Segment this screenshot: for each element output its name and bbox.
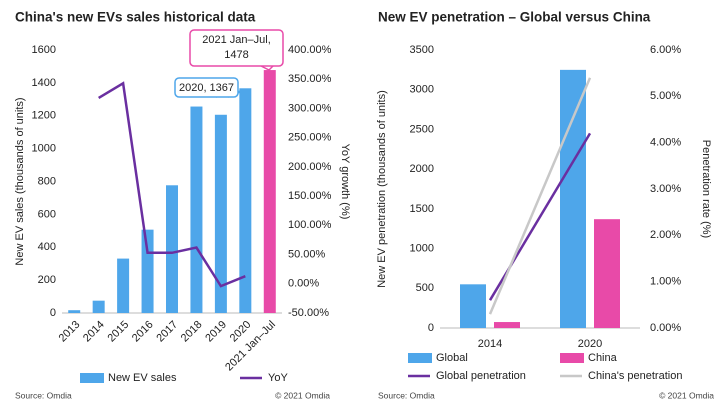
legend-label: YoY (268, 372, 288, 384)
y2-tick-label: 1.00% (650, 276, 681, 288)
legend-label: China's penetration (588, 370, 682, 382)
y-axis-label: New EV penetration (thousands of units) (376, 90, 388, 288)
bar (68, 310, 81, 313)
y2-tick-label: 3.00% (650, 183, 681, 195)
annotation-text: 2020, 1367 (179, 82, 234, 94)
y2-tick-label: 250.00% (288, 132, 332, 144)
y-tick-label: 1400 (32, 77, 56, 89)
bar (141, 229, 154, 313)
annotation-box (174, 77, 239, 98)
bar (594, 219, 620, 328)
y-tick-label: 800 (38, 175, 56, 187)
y2-tick-label: 6.00% (650, 44, 681, 56)
y2-tick-label: -50.00% (288, 307, 329, 319)
y2-tick-label: 4.00% (650, 137, 681, 149)
y2-tick-label: 150.00% (288, 190, 332, 202)
annotation-box (189, 29, 284, 67)
source: Source: Omdia (378, 390, 435, 400)
y2-tick-label: 350.00% (288, 73, 332, 85)
bar (460, 284, 486, 328)
legend-swatch (560, 353, 584, 363)
chart-title: New EV penetration – Global versus China (378, 10, 651, 25)
legend-label: New EV sales (108, 372, 177, 384)
x-tick-label: 2020 (578, 338, 602, 350)
bar (190, 106, 203, 313)
x-tick-label: 2016 (130, 319, 156, 345)
y2-tick-label: 50.00% (288, 248, 326, 260)
x-tick-label: 2019 (203, 319, 229, 345)
y-tick-label: 600 (38, 208, 56, 220)
y-tick-label: 2000 (410, 163, 434, 175)
bar (239, 88, 252, 313)
y-tick-label: 1000 (410, 242, 434, 254)
y2-tick-label: 0.00% (650, 322, 681, 334)
legend-label: Global (436, 352, 468, 364)
y2-tick-label: 5.00% (650, 90, 681, 102)
legend-label: China (588, 352, 618, 364)
y-tick-label: 1500 (410, 203, 434, 215)
y2-tick-label: 0.00% (288, 278, 319, 290)
bar (214, 114, 227, 313)
x-tick-label: 2013 (57, 319, 83, 345)
x-tick-label: 2017 (154, 319, 180, 345)
bar (166, 185, 178, 313)
copyright: © 2021 Omdia (275, 390, 330, 400)
x-tick-label: 2014 (478, 338, 502, 350)
x-tick-label: 2018 (179, 319, 205, 345)
legend-swatch (408, 353, 432, 363)
y-tick-label: 200 (38, 274, 56, 286)
chart-title: China's new EVs sales historical data (15, 10, 256, 25)
bar (263, 70, 276, 314)
y-tick-label: 500 (416, 282, 434, 294)
line-series (488, 77, 592, 315)
bar (494, 322, 520, 328)
y-tick-label: 0 (50, 307, 56, 319)
y2-tick-label: 100.00% (288, 219, 332, 231)
y-tick-label: 1200 (32, 110, 56, 122)
y-tick-label: 2500 (410, 123, 434, 135)
x-tick-label: 2015 (105, 319, 131, 345)
y-axis-label: New EV sales (thousands of units) (14, 97, 26, 265)
bar (92, 300, 105, 313)
y2-tick-label: 200.00% (288, 161, 332, 173)
x-tick-label: 2014 (81, 319, 107, 345)
y-tick-label: 1600 (32, 44, 56, 56)
y-tick-label: 0 (428, 322, 434, 334)
y2-axis-label: YoY growth (%) (339, 144, 351, 220)
y-tick-label: 3500 (410, 44, 434, 56)
source: Source: Omdia (15, 390, 72, 400)
copyright: © 2021 Omdia (659, 390, 714, 400)
line-series (98, 81, 246, 288)
y-tick-label: 3000 (410, 84, 434, 96)
y2-tick-label: 2.00% (650, 229, 681, 241)
y2-tick-label: 300.00% (288, 102, 332, 114)
bar (560, 69, 586, 328)
annotation-text: 2021 Jan–Jul, (202, 34, 271, 46)
y-tick-label: 1000 (32, 143, 56, 155)
y2-axis-label: Penetration rate (%) (700, 140, 712, 238)
y-tick-label: 400 (38, 241, 56, 253)
legend-label: Global penetration (436, 370, 526, 382)
legend-swatch (80, 373, 104, 383)
bar (117, 258, 130, 313)
annotation-text: 1478 (224, 49, 248, 61)
annotation-pointer (260, 65, 274, 71)
y2-tick-label: 400.00% (288, 44, 332, 56)
